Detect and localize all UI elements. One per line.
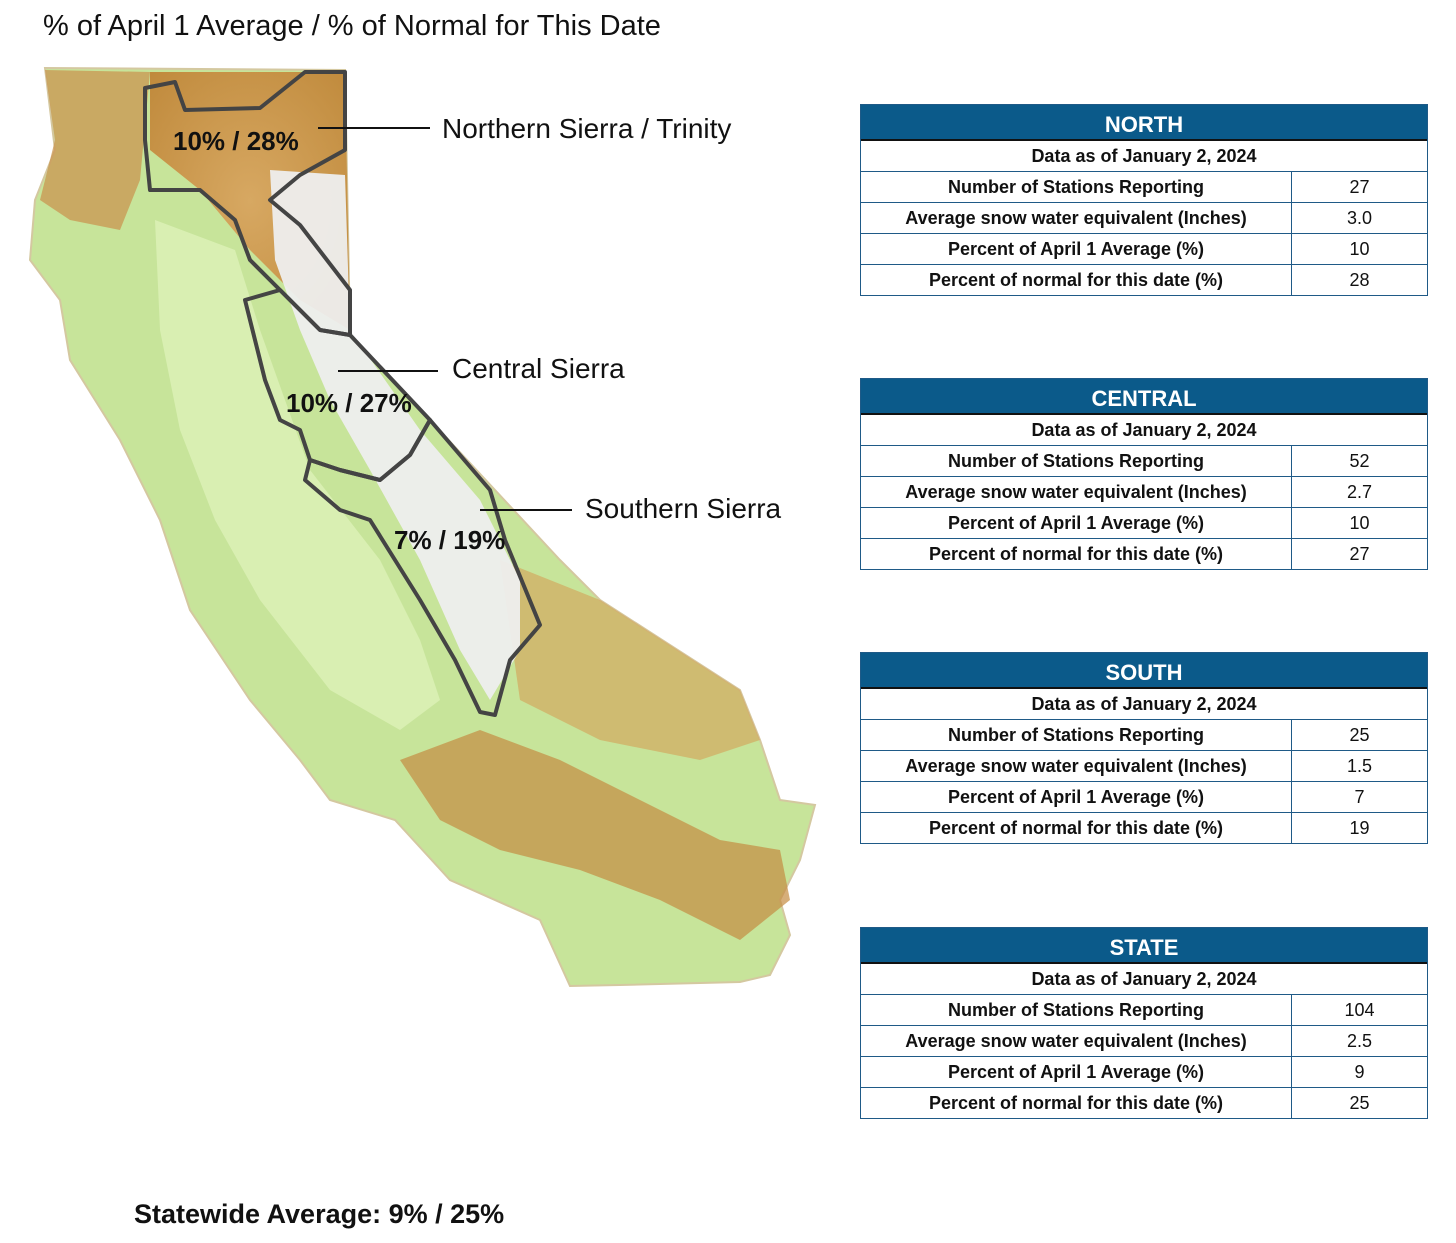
table-title: CENTRAL: [861, 379, 1427, 415]
row-value: 7: [1354, 787, 1365, 807]
basin-outline-north: [143, 70, 352, 337]
row-value: 27: [1349, 544, 1370, 564]
row-label: Percent of normal for this date (%): [861, 813, 1292, 843]
region-pct-central: 10% / 27%: [286, 388, 412, 418]
row-label: Percent of normal for this date (%): [861, 265, 1292, 295]
table-title: STATE: [861, 928, 1427, 964]
table-date: Data as of January 2, 2024: [861, 141, 1427, 172]
row-value: 10: [1349, 239, 1370, 259]
table-row: Percent of April 1 Average (%) 10: [861, 508, 1427, 539]
row-value: 25: [1349, 725, 1370, 745]
row-value: 2.5: [1346, 1031, 1373, 1051]
table-row: Percent of normal for this date (%) 19: [861, 813, 1427, 843]
table-central: CENTRAL Data as of January 2, 2024 Numbe…: [860, 378, 1428, 570]
table-south: SOUTH Data as of January 2, 2024 Number …: [860, 652, 1428, 844]
table-row: Average snow water equivalent (Inches) 2…: [861, 477, 1427, 508]
row-value: 25: [1349, 1093, 1370, 1113]
row-label: Average snow water equivalent (Inches): [861, 203, 1292, 233]
row-label: Percent of normal for this date (%): [861, 1088, 1292, 1118]
row-value: 1.5: [1346, 756, 1373, 776]
table-row: Percent of April 1 Average (%) 7: [861, 782, 1427, 813]
table-title: NORTH: [861, 105, 1427, 141]
table-row: Percent of normal for this date (%) 28: [861, 265, 1427, 295]
row-value: 104: [1344, 1000, 1375, 1020]
sierra-snow: [270, 170, 520, 700]
region-pct-south: 7% / 19%: [394, 525, 505, 555]
table-row: Number of Stations Reporting 52: [861, 446, 1427, 477]
row-label: Percent of normal for this date (%): [861, 539, 1292, 569]
table-date: Data as of January 2, 2024: [861, 415, 1427, 446]
table-row: Percent of normal for this date (%) 27: [861, 539, 1427, 569]
region-label-north: Northern Sierra / Trinity: [442, 113, 731, 144]
table-row: Average snow water equivalent (Inches) 3…: [861, 203, 1427, 234]
row-label: Percent of April 1 Average (%): [861, 782, 1292, 812]
row-value: 3.0: [1346, 208, 1373, 228]
row-value: 52: [1349, 451, 1370, 471]
table-date: Data as of January 2, 2024: [861, 964, 1427, 995]
table-row: Percent of April 1 Average (%) 9: [861, 1057, 1427, 1088]
table-state: STATE Data as of January 2, 2024 Number …: [860, 927, 1428, 1119]
page-title: % of April 1 Average / % of Normal for T…: [43, 10, 661, 42]
table-row: Number of Stations Reporting 104: [861, 995, 1427, 1026]
row-value: 27: [1349, 177, 1370, 197]
row-value: 9: [1354, 1062, 1365, 1082]
row-value: 19: [1349, 818, 1370, 838]
row-label: Percent of April 1 Average (%): [861, 1057, 1292, 1087]
row-label: Percent of April 1 Average (%): [861, 508, 1292, 538]
row-label: Average snow water equivalent (Inches): [861, 751, 1292, 781]
table-row: Percent of April 1 Average (%) 10: [861, 234, 1427, 265]
statewide-average: Statewide Average: 9% / 25%: [134, 1199, 505, 1229]
basin-outline-south: [303, 418, 542, 717]
region-pct-north: 10% / 28%: [173, 126, 299, 156]
row-label: Percent of April 1 Average (%): [861, 234, 1292, 264]
row-value: 28: [1349, 270, 1370, 290]
transverse-ranges: [400, 730, 790, 940]
table-row: Percent of normal for this date (%) 25: [861, 1088, 1427, 1118]
row-label: Number of Stations Reporting: [861, 995, 1292, 1025]
table-row: Average snow water equivalent (Inches) 1…: [861, 751, 1427, 782]
coast-range: [40, 70, 150, 230]
table-row: Number of Stations Reporting 25: [861, 720, 1427, 751]
region-label-central: Central Sierra: [452, 353, 625, 384]
table-title: SOUTH: [861, 653, 1427, 689]
table-date: Data as of January 2, 2024: [861, 689, 1427, 720]
table-row: Number of Stations Reporting 27: [861, 172, 1427, 203]
row-label: Average snow water equivalent (Inches): [861, 477, 1292, 507]
row-value: 2.7: [1346, 482, 1373, 502]
row-label: Number of Stations Reporting: [861, 446, 1292, 476]
row-label: Number of Stations Reporting: [861, 172, 1292, 202]
row-label: Number of Stations Reporting: [861, 720, 1292, 750]
mojave: [500, 560, 760, 760]
table-north: NORTH Data as of January 2, 2024 Number …: [860, 104, 1428, 296]
region-label-south: Southern Sierra: [585, 493, 782, 524]
row-label: Average snow water equivalent (Inches): [861, 1026, 1292, 1056]
central-valley: [155, 220, 440, 730]
row-value: 10: [1349, 513, 1370, 533]
california-map: Northern Sierra / Trinity Central Sierra…: [28, 66, 817, 988]
table-row: Average snow water equivalent (Inches) 2…: [861, 1026, 1427, 1057]
